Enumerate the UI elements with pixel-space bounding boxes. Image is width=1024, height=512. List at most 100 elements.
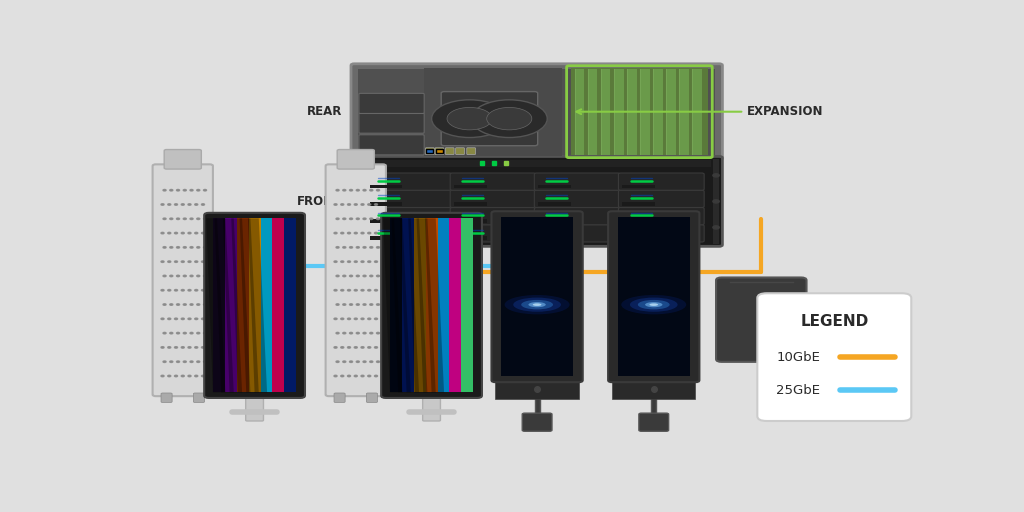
FancyBboxPatch shape (451, 190, 536, 207)
Bar (623, 185, 654, 188)
Bar (237, 218, 249, 392)
Circle shape (161, 204, 164, 205)
FancyBboxPatch shape (535, 173, 620, 190)
Circle shape (197, 304, 200, 305)
Circle shape (361, 261, 364, 263)
Circle shape (347, 347, 350, 348)
Bar (354, 159, 360, 244)
Circle shape (163, 189, 166, 191)
Circle shape (361, 204, 364, 205)
Circle shape (368, 318, 371, 319)
Circle shape (197, 361, 200, 362)
Polygon shape (240, 218, 259, 392)
Circle shape (174, 375, 177, 377)
Bar (627, 69, 637, 155)
Circle shape (368, 232, 371, 234)
Circle shape (341, 347, 344, 348)
Circle shape (447, 108, 493, 130)
Circle shape (356, 218, 359, 220)
Circle shape (349, 275, 352, 276)
Polygon shape (391, 218, 411, 392)
Circle shape (336, 218, 339, 220)
Circle shape (349, 304, 352, 305)
Circle shape (176, 189, 179, 191)
Bar (424, 68, 562, 156)
Bar (414, 218, 426, 392)
Polygon shape (206, 218, 225, 392)
Circle shape (370, 247, 373, 248)
Circle shape (377, 361, 380, 362)
Bar (390, 218, 473, 392)
Circle shape (188, 289, 191, 291)
Polygon shape (425, 218, 444, 392)
Circle shape (368, 289, 371, 291)
Circle shape (202, 232, 205, 234)
FancyBboxPatch shape (758, 293, 911, 421)
Bar (455, 185, 486, 188)
Circle shape (354, 204, 357, 205)
Circle shape (343, 218, 346, 220)
Circle shape (197, 275, 200, 276)
FancyBboxPatch shape (496, 380, 579, 399)
FancyBboxPatch shape (535, 207, 620, 225)
Circle shape (202, 204, 205, 205)
Bar (260, 218, 272, 392)
Circle shape (375, 375, 378, 377)
FancyBboxPatch shape (451, 225, 536, 242)
Circle shape (347, 204, 350, 205)
Circle shape (161, 375, 164, 377)
Circle shape (181, 232, 184, 234)
Circle shape (190, 247, 194, 248)
Circle shape (168, 375, 171, 377)
Circle shape (188, 232, 191, 234)
FancyBboxPatch shape (535, 394, 540, 414)
Bar (455, 237, 486, 240)
Ellipse shape (645, 302, 663, 307)
Circle shape (190, 332, 194, 334)
Bar (501, 217, 573, 376)
Bar (601, 69, 610, 155)
Circle shape (163, 218, 166, 220)
Circle shape (370, 275, 373, 276)
Circle shape (183, 275, 186, 276)
FancyBboxPatch shape (423, 391, 440, 421)
Circle shape (375, 289, 378, 291)
Circle shape (377, 247, 380, 248)
Circle shape (195, 347, 198, 348)
Circle shape (341, 232, 344, 234)
Text: FRONT: FRONT (297, 195, 342, 208)
Bar (462, 218, 473, 392)
Circle shape (168, 318, 171, 319)
Bar (213, 218, 296, 392)
Circle shape (377, 275, 380, 276)
Circle shape (190, 218, 194, 220)
Bar (623, 219, 654, 223)
Circle shape (181, 347, 184, 348)
Circle shape (361, 347, 364, 348)
FancyBboxPatch shape (618, 207, 705, 225)
FancyBboxPatch shape (164, 150, 202, 169)
Circle shape (195, 289, 198, 291)
FancyBboxPatch shape (467, 148, 475, 155)
Circle shape (161, 347, 164, 348)
Bar (401, 218, 414, 392)
Circle shape (176, 332, 179, 334)
Circle shape (176, 275, 179, 276)
Circle shape (347, 289, 350, 291)
Bar (539, 185, 570, 188)
Circle shape (370, 189, 373, 191)
Bar (713, 159, 719, 244)
Bar (370, 185, 402, 188)
Circle shape (347, 232, 350, 234)
Circle shape (354, 174, 360, 177)
FancyBboxPatch shape (445, 148, 454, 155)
Circle shape (168, 289, 171, 291)
Circle shape (190, 275, 194, 276)
Circle shape (343, 247, 346, 248)
Circle shape (334, 261, 337, 263)
Circle shape (361, 232, 364, 234)
FancyBboxPatch shape (351, 64, 722, 160)
Circle shape (713, 174, 719, 177)
Circle shape (161, 318, 164, 319)
Circle shape (354, 318, 357, 319)
